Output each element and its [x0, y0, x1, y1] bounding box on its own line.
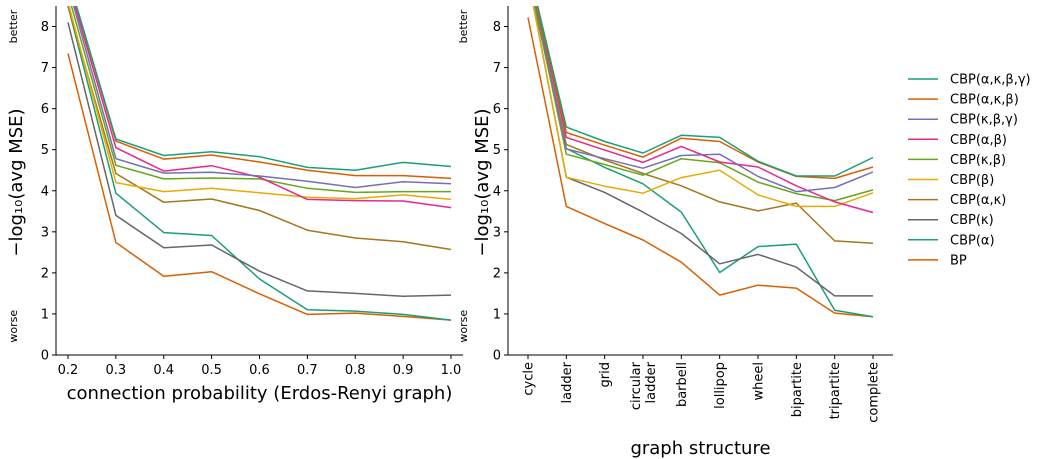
- x-axis-label: graph structure: [630, 438, 770, 459]
- y-tick-label: 7: [493, 61, 501, 76]
- legend-label: CBP(α,κ,β): [950, 93, 1019, 108]
- legend-item: CBP(α): [908, 233, 995, 248]
- left-panel: 0 1 2 3 4 5 6 7 8 0.2 0.3 0.4 0.5 0.6 0.7 0.8 0.9 1.0 conn…: [6, 6, 463, 404]
- series-line-CBP(β): [532, 6, 874, 208]
- series-lines: [67, 6, 452, 321]
- x-tick-label: circularladder: [629, 361, 659, 410]
- y-tick-label: 5: [493, 143, 501, 158]
- y-tick-label: 3: [493, 225, 501, 240]
- y-tick-label: 0: [493, 349, 501, 364]
- legend: CBP(α,κ,β,γ) CBP(α,κ,β) CBP(κ,β,γ) CBP(α,β)…: [908, 73, 1031, 268]
- x-tick-label: 0.6: [249, 363, 270, 378]
- series-line-CBP(α): [67, 6, 452, 321]
- series-line-CBP(κ,β): [534, 6, 874, 202]
- legend-label: CBP(α,β): [950, 133, 1007, 148]
- legend-label: CBP(β): [950, 173, 994, 188]
- legend-item: CBP(α,κ): [908, 193, 1006, 208]
- worse-note: worse: [457, 310, 470, 343]
- legend-label: CBP(α,κ,β,γ): [950, 73, 1031, 88]
- x-tick-label: bipartite: [790, 362, 805, 417]
- y-tick-label: 2: [41, 266, 49, 281]
- x-tick-label: barbell: [675, 362, 690, 407]
- x-tick-label: wheel: [752, 362, 767, 400]
- x-tick-label: 0.7: [297, 363, 318, 378]
- y-tick-label: 6: [41, 102, 49, 117]
- series-line-CBP(α,κ,β,γ): [75, 6, 452, 171]
- y-axis-label: −log₁₀(avg MSE): [6, 108, 27, 256]
- series-line-CBP(α,κ): [67, 6, 452, 251]
- y-tick-label: 1: [41, 307, 49, 322]
- legend-item: CBP(α,κ,β,γ): [908, 73, 1031, 88]
- better-note: better: [457, 9, 470, 43]
- y-tick-label: 7: [41, 61, 49, 76]
- legend-label: CBP(α): [950, 233, 995, 248]
- y-tick-label: 4: [41, 184, 49, 199]
- x-tick-label: 0.2: [58, 363, 79, 378]
- y-tick-label: 8: [493, 20, 501, 35]
- series-line-CBP(κ): [67, 22, 452, 298]
- y-tick-label: 4: [493, 184, 501, 199]
- x-tick-label: 0.5: [201, 363, 222, 378]
- legend-item: CBP(κ,β,γ): [908, 113, 1018, 128]
- x-tick-label: ladder: [560, 361, 575, 403]
- legend-item: CBP(β): [908, 173, 994, 188]
- x-tick-label: cycle: [522, 362, 537, 396]
- series-line-CBP(α): [533, 6, 874, 318]
- legend-label: CBP(α,κ): [950, 193, 1006, 208]
- y-axis-label: −log₁₀(avg MSE): [472, 108, 493, 256]
- y-tick-label: 2: [493, 266, 501, 281]
- x-tick-label: 0.3: [106, 363, 127, 378]
- series-line-BP: [527, 17, 874, 318]
- x-tick-label: 0.9: [393, 363, 414, 378]
- legend-item: CBP(α,β): [908, 133, 1007, 148]
- series-line-CBP(α,κ): [533, 6, 874, 245]
- legend-label: CBP(κ,β,γ): [950, 113, 1018, 128]
- x-tick-label: tripartite: [828, 362, 843, 419]
- series-line-CBP(α,β): [74, 6, 452, 209]
- x-tick-label: 0.4: [153, 363, 174, 378]
- series-line-CBP(α,κ,β): [535, 6, 874, 180]
- series-line-BP: [67, 53, 452, 321]
- x-axis-label: connection probability (Erdos-Renyi grap…: [67, 383, 453, 404]
- series-line-CBP(κ,β,γ): [535, 6, 874, 193]
- series-line-CBP(κ,β): [70, 6, 451, 194]
- y-tick-label: 5: [41, 143, 49, 158]
- better-note: better: [7, 9, 20, 43]
- series-line-CBP(β): [68, 6, 452, 201]
- y-tick-label: 0: [41, 349, 49, 364]
- x-tick-label: lollipop: [713, 362, 728, 409]
- right-panel: 0 1 2 3 4 5 6 7 8 cycle ladder grid circularladder ba…: [457, 6, 893, 459]
- series-line-CBP(α,κ,β,γ): [536, 6, 874, 177]
- x-tick-label: complete: [867, 362, 882, 423]
- legend-item: CBP(α,κ,β): [908, 93, 1019, 108]
- x-tick-label: grid: [598, 362, 613, 387]
- legend-item: CBP(κ,β): [908, 153, 1006, 168]
- x-tick-label: 1.0: [441, 363, 462, 378]
- series-lines: [527, 6, 874, 318]
- legend-item: CBP(κ): [908, 213, 994, 228]
- y-tick-label: 6: [493, 102, 501, 117]
- legend-item: BP: [908, 253, 967, 268]
- y-tick-label: 8: [41, 20, 49, 35]
- legend-label: BP: [950, 253, 967, 268]
- y-tick-label: 1: [493, 307, 501, 322]
- y-tick-label: 3: [41, 225, 49, 240]
- series-line-CBP(α,κ,β): [75, 6, 452, 180]
- legend-label: CBP(κ,β): [950, 153, 1006, 168]
- x-tick-label: 0.8: [345, 363, 366, 378]
- worse-note: worse: [7, 310, 20, 343]
- series-line-CBP(κ,β,γ): [72, 6, 452, 189]
- legend-label: CBP(κ): [950, 213, 994, 228]
- series-line-CBP(κ): [532, 6, 873, 297]
